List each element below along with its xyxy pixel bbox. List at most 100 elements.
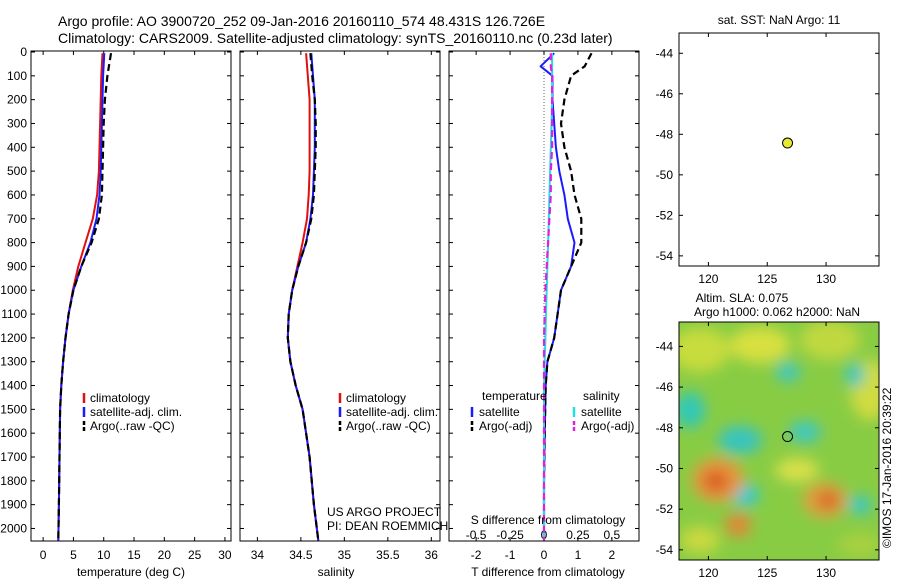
- salinity-series-1: [286, 53, 320, 541]
- temperature-legend-label: climatology: [90, 391, 150, 405]
- difference-series-1: [542, 52, 593, 541]
- temperature-series-0: [57, 53, 104, 541]
- depth-tick-label: 1300: [0, 355, 27, 369]
- temperature-series-1: [57, 53, 106, 541]
- depth-tick-label: 1800: [0, 474, 27, 488]
- sst-map-axes: [678, 32, 880, 267]
- sla-map-ytick-label: -50: [656, 461, 674, 475]
- difference-xlabel-top: S difference from climatology: [471, 513, 626, 527]
- difference-xtick-label: 2: [609, 548, 616, 562]
- salinity-xtick-label: 36: [425, 548, 439, 562]
- depth-tick-label: 1500: [0, 402, 27, 416]
- temperature-series-2: [57, 53, 113, 541]
- temperature-xtick-label: 15: [127, 548, 141, 562]
- depth-tick-label: 1700: [0, 450, 27, 464]
- difference-legend-label: Argo(-adj): [581, 419, 634, 433]
- salinity-diff-tick-label: 0.25: [566, 528, 590, 542]
- salinity-xtick-label: 35: [338, 548, 352, 562]
- depth-tick-label: 1100: [1, 307, 27, 321]
- temperature-legend-label: Argo(..raw -QC): [90, 419, 175, 433]
- sst-map-ytick-label: -50: [656, 168, 674, 182]
- depth-tick-label: 1400: [0, 379, 27, 393]
- salinity-axes: [239, 50, 441, 542]
- sst-map-argo-marker: [782, 137, 794, 149]
- difference-legend-label: satellite: [479, 405, 520, 419]
- depth-tick-label: 700: [7, 212, 27, 226]
- depth-tick-label: 900: [7, 259, 27, 273]
- depth-tick-label: 800: [7, 236, 27, 250]
- depth-tick-label: 1900: [0, 498, 27, 512]
- sla-map-title-1: Altim. SLA: 0.075: [696, 291, 789, 305]
- salinity-xtick-label: 35.5: [376, 548, 400, 562]
- temperature-legend-label: satellite-adj. clim.: [90, 405, 182, 419]
- depth-tick-label: 1000: [0, 283, 27, 297]
- sst-map-xtick-label: 120: [698, 272, 718, 286]
- header-line-2: Climatology: CARS2009. Satellite-adjuste…: [58, 30, 613, 46]
- sla-heatmap: [679, 322, 879, 560]
- sla-map-title-2: Argo h1000: 0.062 h2000: NaN: [694, 305, 860, 319]
- difference-legend-label: Argo(-adj): [479, 419, 532, 433]
- sst-map-ytick-label: -48: [656, 127, 674, 141]
- salinity-diff-tick-label: -0.5: [466, 528, 487, 542]
- depth-tick-label: 100: [7, 69, 27, 83]
- depth-tick-label: 600: [7, 188, 27, 202]
- imos-watermark: ©IMOS 17-Jan-2016 20:39:22: [880, 387, 894, 548]
- sla-map-ytick-label: -48: [656, 421, 674, 435]
- temperature-xlabel: temperature (deg C): [77, 565, 185, 579]
- depth-tick-label: 2000: [0, 521, 27, 535]
- difference-xtick-label: 1: [575, 548, 582, 562]
- depth-tick-label: 1200: [0, 331, 27, 345]
- difference-legend-label: satellite: [581, 405, 622, 419]
- sla-map-axes: [678, 321, 880, 561]
- temperature-axes: [30, 50, 232, 542]
- project-label: US ARGO PROJECT: [327, 505, 442, 519]
- salinity-legend-label: Argo(..raw -QC): [346, 419, 431, 433]
- sla-map-xtick-label: 130: [816, 566, 836, 580]
- sla-map-argo-marker: [782, 431, 794, 443]
- difference-xtick-label: -1: [505, 548, 516, 562]
- salinity-series-2: [286, 53, 320, 541]
- sst-map-ytick-label: -44: [656, 46, 674, 60]
- temperature-xtick-label: 10: [97, 548, 111, 562]
- difference-series-3: [542, 53, 554, 541]
- depth-tick-label: 500: [7, 164, 27, 178]
- difference-xtick-label: 0: [541, 548, 548, 562]
- salinity-legend-label: satellite-adj. clim.: [346, 405, 438, 419]
- sla-map-ytick-label: -44: [656, 339, 674, 353]
- salinity-xlabel: salinity: [318, 565, 355, 579]
- salinity-diff-tick-label: 0.5: [604, 528, 621, 542]
- sla-map-xtick-label: 120: [698, 566, 718, 580]
- temperature-xtick-label: 5: [70, 548, 77, 562]
- sla-map-ytick-label: -52: [656, 502, 674, 516]
- sla-map-ytick-label: -54: [656, 543, 674, 557]
- header-line-1: Argo profile: AO 3900720_252 09-Jan-2016…: [58, 13, 545, 29]
- salinity-xtick-label: 34.5: [289, 548, 313, 562]
- depth-tick-label: 0: [20, 45, 27, 59]
- temperature-xtick-label: 0: [40, 548, 47, 562]
- difference-legend-header: temperature: [482, 389, 547, 403]
- sla-map-ytick-label: -46: [656, 380, 674, 394]
- sla-map-xtick-label: 125: [757, 566, 777, 580]
- pi-label: PI: DEAN ROEMMICH: [327, 519, 448, 533]
- sst-map-xtick-label: 125: [757, 272, 777, 286]
- salinity-legend-label: climatology: [346, 391, 406, 405]
- salinity-xtick-label: 34: [251, 548, 265, 562]
- difference-legend-header: salinity: [583, 389, 620, 403]
- sst-map-xtick-label: 130: [816, 272, 836, 286]
- difference-xtick-label: -2: [471, 548, 482, 562]
- depth-tick-label: 1600: [0, 426, 27, 440]
- temperature-xtick-label: 30: [218, 548, 232, 562]
- difference-xlabel: T difference from climatology: [471, 565, 625, 579]
- sst-map-ytick-label: -52: [656, 208, 674, 222]
- sst-map-title: sat. SST: NaN Argo: 11: [718, 13, 841, 27]
- salinity-series-0: [286, 53, 320, 541]
- sst-map-ytick-label: -46: [656, 87, 674, 101]
- depth-tick-label: 400: [7, 140, 27, 154]
- sst-map-ytick-label: -54: [656, 249, 674, 263]
- depth-tick-label: 200: [7, 93, 27, 107]
- depth-tick-label: 300: [7, 116, 27, 130]
- temperature-xtick-label: 20: [158, 548, 172, 562]
- temperature-xtick-label: 25: [188, 548, 202, 562]
- salinity-diff-tick-label: -0.25: [496, 528, 524, 542]
